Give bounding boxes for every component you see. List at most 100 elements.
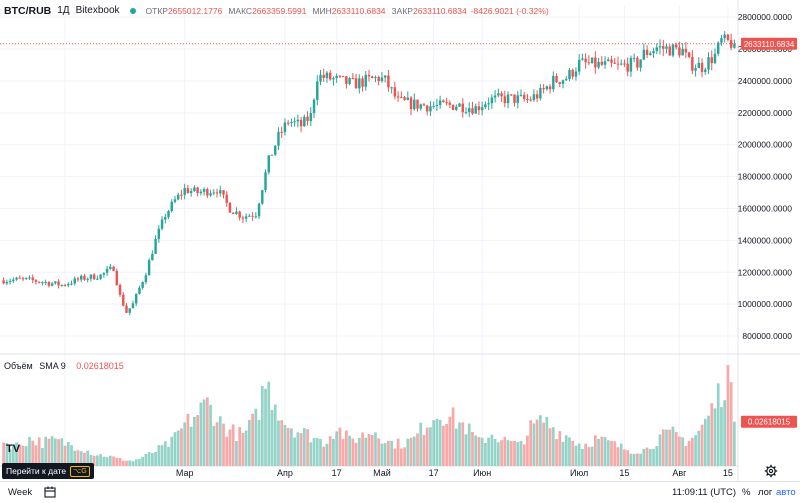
candle-body (332, 78, 335, 80)
volume-bar (561, 441, 565, 466)
chart-canvas[interactable]: 2800000.00002600000.00002400000.00002200… (0, 0, 800, 481)
candle-body (464, 112, 468, 114)
candle-body (539, 88, 542, 99)
candle-body (455, 106, 458, 110)
volume-indicator: SMA 9 (39, 361, 66, 371)
candle-body (432, 106, 435, 108)
volume-value: 0.02618015 (76, 361, 124, 371)
candle-body (461, 103, 464, 113)
candle-body (170, 201, 173, 211)
utc-time[interactable]: 11:09:11 (UTC) (672, 487, 737, 498)
candle-body (704, 69, 707, 72)
volume-bar (435, 418, 439, 466)
candle-body (115, 270, 119, 286)
close-value: 2633110.6834 (412, 6, 467, 16)
candle-body (219, 190, 222, 194)
candle-body (451, 104, 455, 110)
volume-bar (315, 437, 319, 466)
volume-bar (519, 440, 523, 466)
timeframe-label[interactable]: 1Д (57, 5, 70, 16)
volume-bar (348, 435, 351, 466)
symbol-name[interactable]: BTC/RUB (4, 5, 52, 17)
candle-body (254, 216, 258, 218)
candle-body (328, 72, 332, 80)
volume-bar (380, 443, 384, 466)
percent-toggle[interactable]: % (742, 487, 751, 498)
x-tick-label: Июн (473, 468, 491, 478)
auto-toggle[interactable]: авто (776, 487, 796, 498)
volume-bar (24, 446, 28, 466)
volume-bar (403, 447, 406, 466)
candle-body (409, 97, 413, 110)
volume-bar (581, 448, 584, 466)
volume-bar (138, 458, 141, 466)
volume-bar (568, 437, 571, 466)
candle-body (176, 194, 180, 200)
volume-bar (73, 450, 77, 466)
candle-body (623, 63, 626, 65)
candle-body (565, 79, 568, 81)
tradingview-logo-icon[interactable]: TV (6, 443, 21, 455)
volume-bar (370, 435, 374, 466)
volume-bar (273, 404, 277, 466)
volume-bar (564, 435, 568, 466)
volume-bar (296, 432, 300, 466)
log-toggle[interactable]: лог (758, 487, 773, 498)
x-tick-label: Июл (570, 468, 588, 478)
volume-bar (118, 458, 122, 466)
candle-body (215, 192, 219, 194)
candle-body (687, 52, 691, 58)
volume-value-label: 0.02618015 (748, 418, 791, 427)
volume-bar (448, 416, 452, 466)
candle-body (584, 58, 587, 63)
candle-body (225, 194, 228, 203)
volume-title: Объём (4, 361, 33, 371)
volume-bar (584, 443, 588, 466)
volume-bar (8, 449, 12, 466)
calendar-icon[interactable] (43, 485, 57, 499)
candle-body (577, 59, 581, 72)
candle-body (248, 215, 251, 217)
candle-body (283, 122, 287, 133)
volume-bar (442, 425, 445, 466)
candle-body (681, 48, 684, 56)
volume-bar (286, 427, 290, 466)
volume-bar (70, 445, 73, 466)
candle-body (15, 277, 18, 280)
volume-bar (571, 440, 575, 466)
volume-bar (665, 429, 668, 466)
volume-bar (648, 449, 652, 466)
x-tick-label: 17 (332, 468, 342, 478)
volume-bar (186, 413, 190, 466)
volume-bar (302, 428, 306, 466)
volume-bar (539, 415, 542, 466)
x-tick-label: 15 (619, 468, 629, 478)
volume-bar (636, 453, 639, 466)
volume-bar (205, 397, 209, 466)
candle-body (493, 95, 497, 98)
close-label: ЗАКР (391, 6, 413, 16)
candle-body (662, 46, 665, 49)
volume-bar (283, 424, 287, 466)
candle-body (76, 278, 80, 280)
candle-body (102, 272, 106, 275)
volume-bar (487, 437, 490, 466)
volume-bar (726, 365, 730, 466)
volume-bar (131, 461, 135, 466)
volume-bar (681, 437, 685, 466)
candle-body (442, 100, 445, 103)
candle-body (364, 74, 367, 87)
volume-bar (516, 442, 520, 466)
candle-body (425, 105, 429, 112)
volume-bar (357, 437, 361, 466)
candle-body (257, 203, 261, 217)
volume-legend[interactable]: Объём SMA 9 0.02618015 (4, 360, 124, 372)
gear-icon[interactable] (764, 464, 778, 478)
volume-bar (199, 402, 203, 466)
volume-bar (367, 434, 371, 466)
interval-button[interactable]: Week (8, 487, 33, 498)
candle-body (122, 294, 125, 306)
x-tick-label: 17 (429, 468, 439, 478)
candle-body (206, 189, 209, 196)
volume-bar (354, 442, 358, 466)
